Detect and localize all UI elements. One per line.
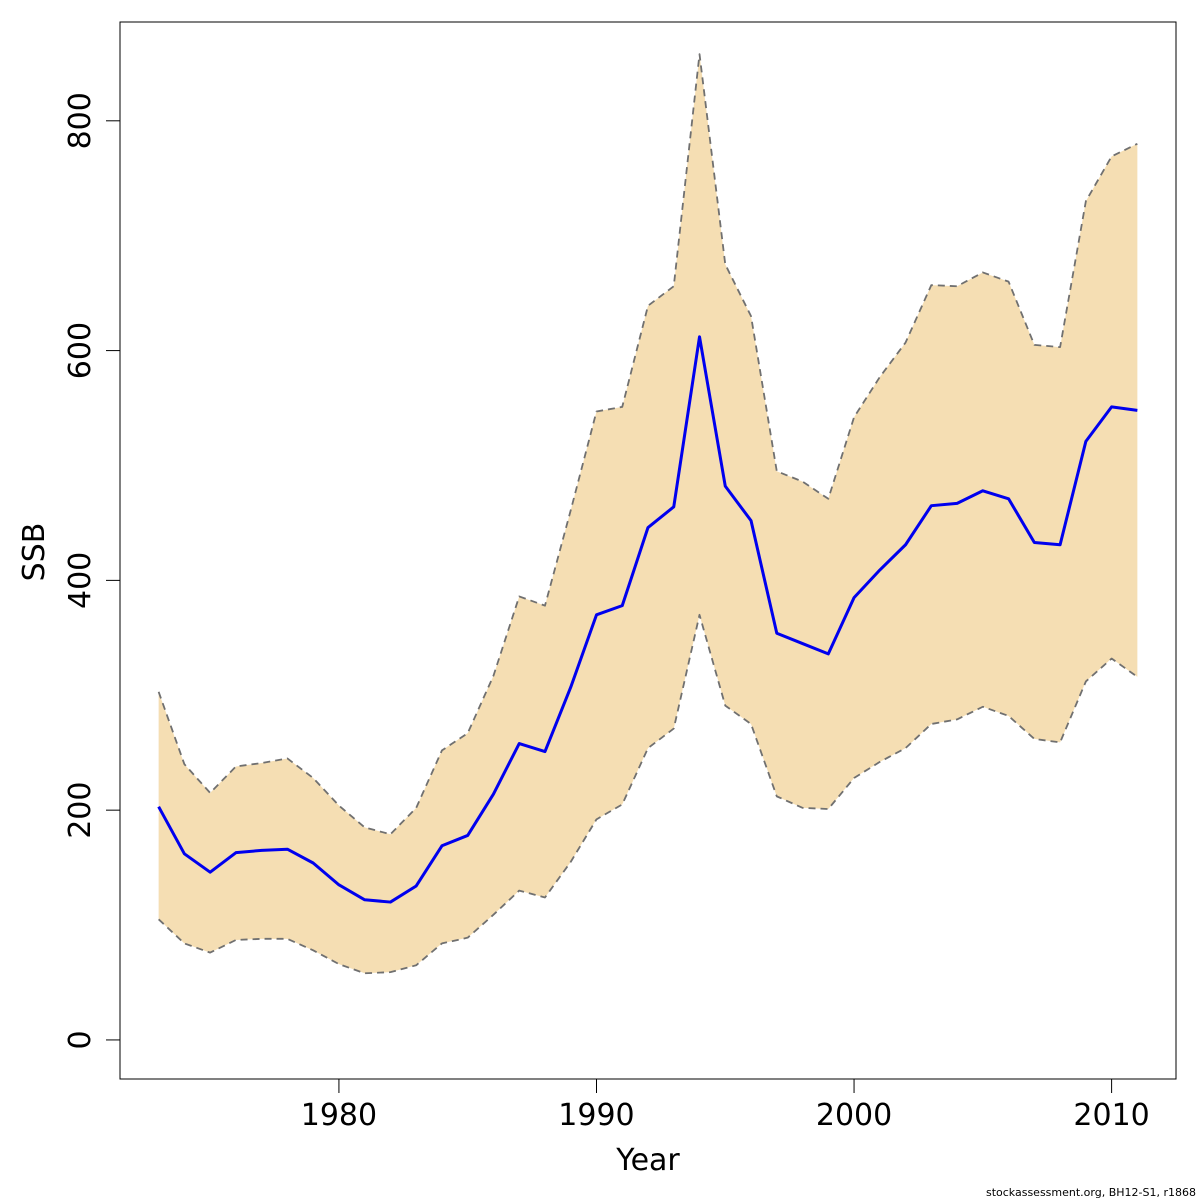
x-tick-label: 1990 [558,1098,634,1133]
x-axis: 1980 1990 2000 2010 [301,1078,1150,1133]
series-line-layer [157,53,1138,975]
upper-bound-line [157,53,1138,836]
y-tick-label: 0 [63,1030,98,1049]
y-tick-label: 400 [63,552,98,609]
x-tick-label: 2000 [816,1098,892,1133]
y-tick-label: 800 [63,92,98,149]
y-tick-label: 200 [63,782,98,839]
y-tick-label: 600 [63,322,98,379]
credit-text: stockassessment.org, BH12-S1, r1868 [986,1186,1196,1199]
x-axis-title: Year [615,1143,680,1178]
y-axis-title: SSB [17,523,52,582]
confidence-band [158,54,1138,974]
confidence-band-layer [158,54,1138,974]
lower-bound-line [158,613,1138,975]
y-axis: 0 200 400 600 800 [63,92,121,1049]
x-tick-label: 2010 [1073,1098,1149,1133]
x-tick-label: 1980 [301,1098,377,1133]
ssb-estimate-line [157,335,1138,904]
